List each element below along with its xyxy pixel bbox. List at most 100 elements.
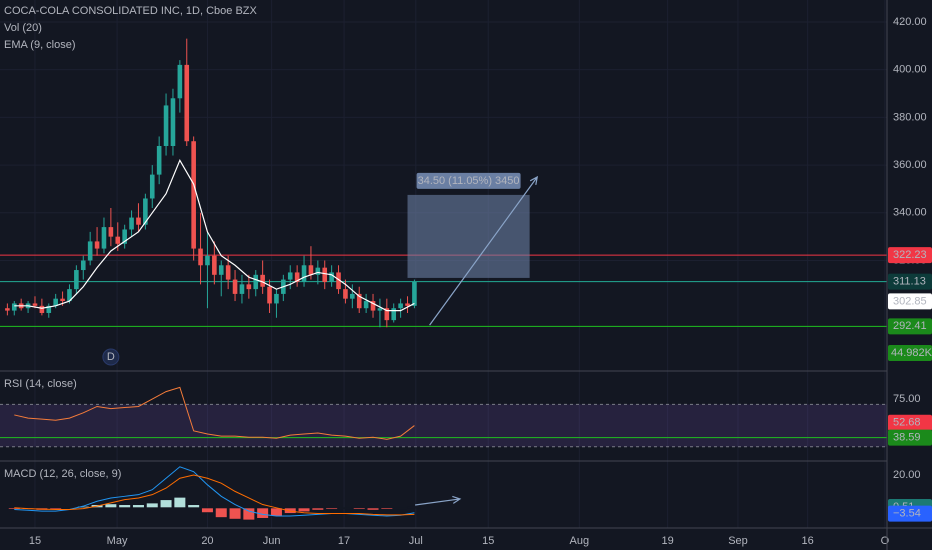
histogram-bar [242, 507, 256, 521]
candle-body [315, 267, 321, 275]
candle-body [53, 298, 58, 306]
y-tick-label: 75.00 [893, 393, 921, 405]
volume-label-bg [888, 345, 932, 361]
rsi-band [0, 404, 887, 447]
histogram-bar [311, 507, 325, 511]
candle-body [80, 260, 86, 271]
x-tick-label: Aug [570, 535, 590, 547]
histogram-bar [187, 504, 201, 509]
candle-body [336, 272, 341, 290]
dividend-marker [102, 348, 120, 366]
candle-body [5, 308, 10, 311]
candle-body [74, 270, 79, 290]
candle-body [260, 274, 265, 287]
candle-body [218, 265, 224, 275]
indicator-label: Vol (20) [4, 22, 42, 34]
candle-body [287, 272, 293, 280]
histogram-bar [366, 507, 380, 511]
x-tick-label: May [107, 535, 128, 547]
position-arrow [429, 175, 539, 326]
histogram-bar [228, 507, 242, 520]
candle-body [177, 64, 183, 99]
candle-body [32, 303, 38, 306]
candle-body [225, 265, 231, 280]
candle-body [170, 98, 176, 146]
candle-body [156, 145, 162, 175]
ema-line [14, 158, 415, 312]
price-label-bg [888, 505, 932, 522]
candle-body [108, 227, 114, 237]
candle-body [212, 255, 217, 275]
price-label-bg [888, 318, 932, 335]
candle-body [274, 293, 279, 304]
dividend-label: D [107, 351, 115, 363]
candle-body [136, 217, 141, 225]
candle-body [87, 241, 93, 261]
indicator-label: EMA (9, close) [4, 39, 76, 51]
volume-label: 44.982K [891, 347, 932, 359]
price-label-bg [888, 247, 932, 264]
price-label: −3.54 [893, 508, 921, 520]
candle-body [329, 272, 334, 282]
candle-body [39, 305, 45, 313]
price-label: 322.23 [893, 249, 927, 261]
candle-body [115, 236, 121, 244]
candle-body [391, 308, 397, 321]
candle-body [94, 241, 100, 249]
candle-body [253, 274, 259, 290]
position-box [407, 194, 530, 278]
histogram-bar [118, 504, 132, 509]
position-label-bg [416, 172, 521, 189]
price-label: 52.68 [893, 417, 921, 429]
histogram-bar [352, 507, 366, 510]
x-tick-label: 20 [201, 535, 213, 547]
price-label: 311.13 [893, 276, 926, 288]
x-tick-label: O [881, 535, 890, 547]
candle-body [322, 267, 328, 282]
candle-body [149, 174, 155, 199]
candle-body [60, 298, 65, 302]
x-tick-label: 16 [802, 535, 814, 547]
candle-body [143, 198, 148, 225]
price-label-bg [888, 429, 932, 446]
x-tick-label: Sep [728, 535, 748, 547]
candle-body [343, 289, 348, 299]
candle-body [46, 305, 52, 313]
histogram-bar [338, 507, 352, 510]
candle-body [191, 141, 196, 249]
candle-body [122, 229, 127, 244]
macd-line [14, 474, 415, 516]
candle-body [163, 105, 169, 146]
price-label-bg [888, 414, 932, 431]
candle-body [101, 227, 107, 249]
candle-body [267, 286, 272, 304]
price-label: 292.41 [893, 320, 927, 332]
x-tick-label: 19 [661, 535, 673, 547]
chart-title: COCA-COLA CONSOLIDATED INC, 1D, Cboe BZX [4, 5, 258, 17]
price-label: 38.59 [893, 432, 921, 444]
candle-body [308, 265, 314, 275]
histogram-bar [159, 499, 173, 509]
candle-body [11, 303, 17, 311]
candle-body [129, 217, 134, 230]
histogram-bar [325, 507, 339, 510]
candle-body [232, 279, 238, 294]
histogram-bar [407, 506, 421, 509]
indicator-label: RSI (14, close) [4, 378, 77, 390]
candle-body [370, 301, 376, 311]
x-tick-label: 17 [338, 535, 350, 547]
indicator-label: MACD (12, 26, close, 9) [4, 468, 121, 480]
histogram-bar [394, 507, 408, 510]
price-label-bg [888, 273, 932, 290]
candle-body [198, 248, 203, 266]
candle-body [239, 284, 245, 294]
x-tick-label: Jul [409, 535, 423, 547]
candle-body [377, 308, 383, 311]
y-tick-label: 400.00 [893, 64, 927, 76]
macd-arrow [415, 495, 462, 506]
x-tick-label: 15 [482, 535, 494, 547]
candle-body [356, 293, 362, 309]
candle-body [384, 308, 390, 321]
histogram-bar [173, 496, 187, 509]
